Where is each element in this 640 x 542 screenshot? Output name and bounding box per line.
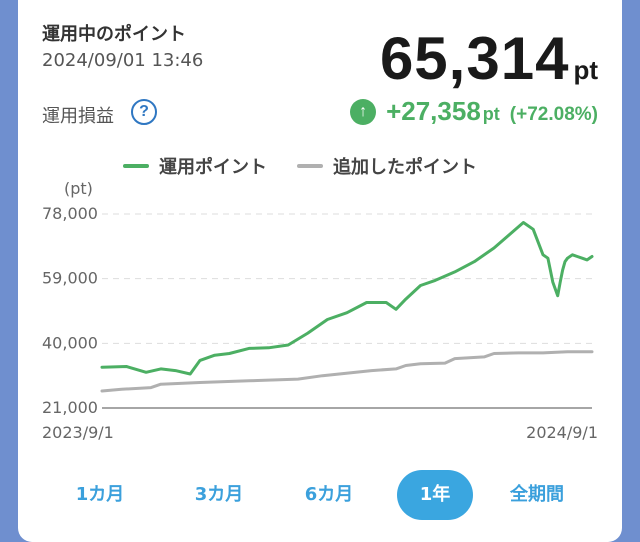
period-tabs: 1カ月 3カ月 6カ月 1年 全期間: [18, 470, 622, 520]
legend-swatch-operating: [123, 164, 149, 168]
y-axis-unit: (pt): [64, 179, 93, 198]
points-card: 運用中のポイント 2024/09/01 13:46 65,314 pt 運用損益 …: [18, 0, 622, 542]
page-title: 運用中のポイント: [42, 24, 186, 45]
tab-2[interactable]: 3カ月: [194, 484, 244, 505]
y-tick-label: 78,000: [42, 204, 98, 223]
tab-1[interactable]: 1カ月: [75, 484, 125, 505]
tab-4[interactable]: 1年: [397, 470, 473, 520]
x-tick-label-start: 2023/9/1: [42, 423, 114, 442]
series-line-operating: [100, 221, 594, 376]
chart-legend: 運用ポイント 追加したポイント: [123, 153, 477, 179]
timestamp: 2024/09/01 13:46: [42, 50, 204, 71]
profit-value-row: ↑ +27,358 pt (+72.08%): [350, 96, 598, 127]
help-icon[interactable]: ?: [131, 99, 157, 125]
y-tick-label: 40,000: [42, 333, 98, 352]
arrow-up-icon: ↑: [350, 98, 377, 125]
x-tick-label-end: 2024/9/1: [526, 423, 598, 442]
legend-label-operating: 運用ポイント: [159, 157, 267, 178]
profit-percent: (+72.08%): [509, 104, 598, 125]
series-line-added: [100, 350, 594, 393]
legend-item-added: 追加したポイント: [297, 153, 477, 179]
total-points: 65,314 pt: [380, 24, 598, 93]
legend-label-added: 追加したポイント: [333, 157, 477, 178]
total-points-value: 65,314: [379, 25, 570, 92]
tab-5[interactable]: 全期間: [510, 484, 564, 505]
tab-3[interactable]: 6カ月: [304, 484, 354, 505]
y-tick-label: 59,000: [42, 269, 98, 288]
profit-unit: pt: [482, 104, 500, 124]
y-tick-label: 21,000: [42, 398, 98, 417]
profit-value: +27,358: [386, 96, 481, 126]
legend-item-operating: 運用ポイント: [123, 153, 267, 179]
total-points-unit: pt: [573, 55, 598, 85]
points-line-chart: (pt) 78,000 59,000 40,000 21,000 2023/9/1 2024…: [42, 179, 598, 442]
legend-swatch-added: [297, 164, 323, 168]
profit-label: 運用損益: [42, 106, 114, 127]
